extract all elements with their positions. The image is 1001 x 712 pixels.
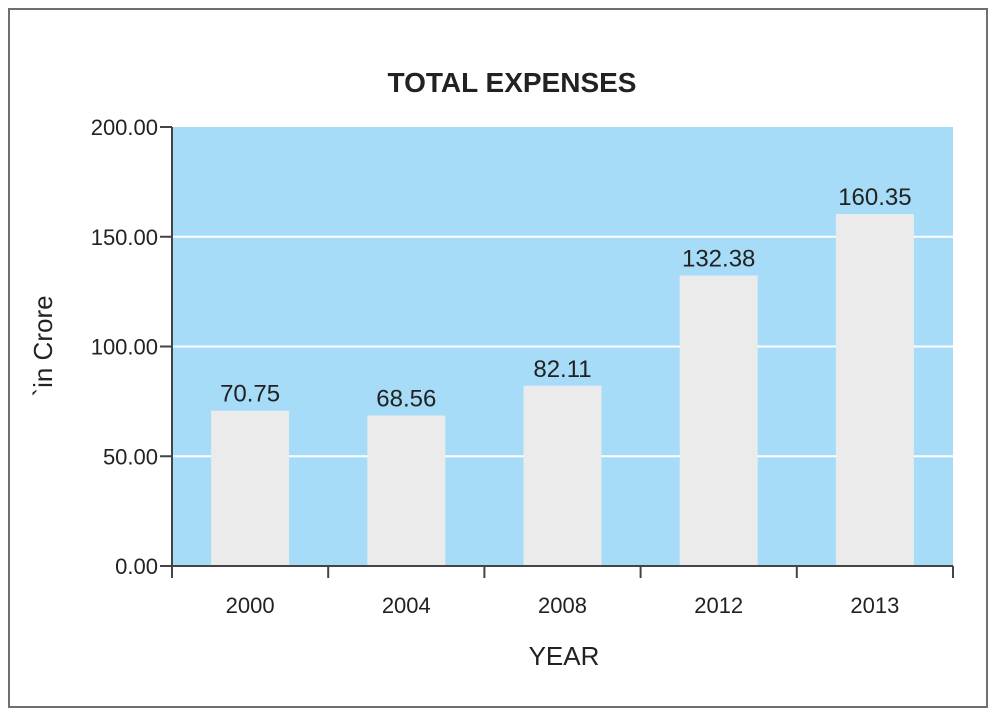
bar-2012 xyxy=(679,275,758,566)
bar-2008 xyxy=(523,385,602,566)
data-label-2000: 70.75 xyxy=(220,381,280,408)
bar-2000 xyxy=(211,410,290,566)
chart-title: TOTAL EXPENSES xyxy=(388,67,637,98)
plot-area: 70.75 68.56 82.11 132.38 160.35 0.00 50.00 100.… xyxy=(91,115,954,618)
data-label-2012: 132.38 xyxy=(682,245,755,272)
y-axis-title: `in Crore xyxy=(28,295,58,396)
bar-2004 xyxy=(367,415,446,566)
x-tick-label-2008: 2008 xyxy=(538,593,587,618)
bar-2013 xyxy=(835,214,914,567)
y-tick-label: 100.00 xyxy=(91,335,158,360)
y-tick-label: 0.00 xyxy=(115,554,158,579)
x-tick-label-2000: 2000 xyxy=(226,593,275,618)
x-tick-label-2012: 2012 xyxy=(694,593,743,618)
data-label-2008: 82.11 xyxy=(533,356,591,383)
y-tick-label: 50.00 xyxy=(103,444,158,469)
y-tick-label: 150.00 xyxy=(91,225,158,250)
data-label-2013: 160.35 xyxy=(838,184,911,211)
data-label-2004: 68.56 xyxy=(376,386,436,413)
x-tick-label-2004: 2004 xyxy=(382,593,431,618)
y-tick-label: 200.00 xyxy=(91,115,158,140)
x-tick-label-2013: 2013 xyxy=(850,593,899,618)
x-axis-title: YEAR xyxy=(529,641,600,671)
